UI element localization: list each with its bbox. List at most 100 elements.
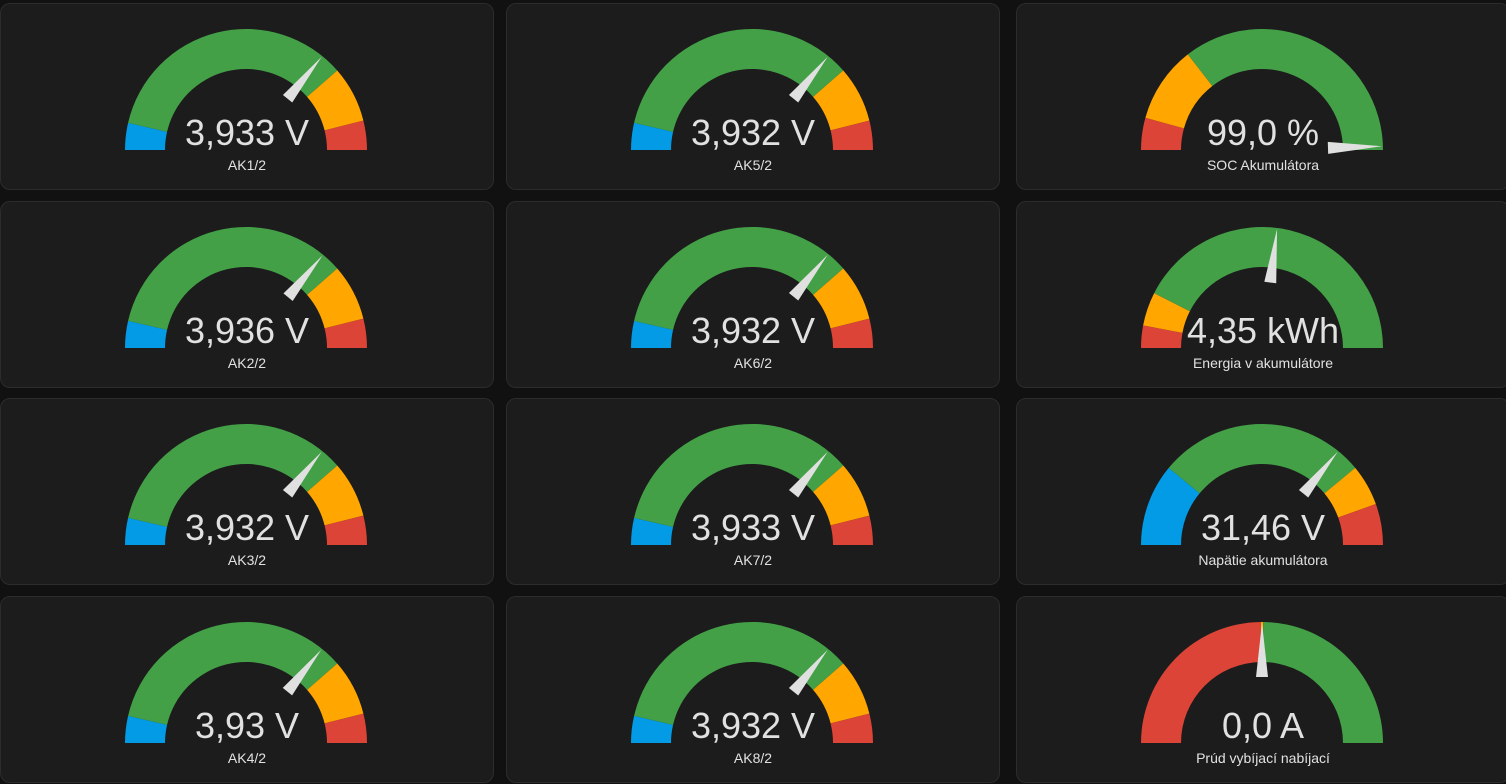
gauge-name: Napätie akumulátora	[1198, 552, 1328, 568]
gauge-segment-orange	[1324, 467, 1376, 518]
gauge-card[interactable]: 0,0 A Prúd vybíjací nabíjací	[1016, 596, 1506, 783]
gauge-segment-green	[1168, 424, 1356, 494]
gauge-dial	[1141, 29, 1383, 154]
gauge-name: AK7/2	[733, 552, 773, 568]
gauge-segment-red	[324, 713, 367, 743]
gauge-card[interactable]: 3,932 V AK6/2	[506, 201, 1000, 388]
gauge-segment-orange	[307, 268, 364, 329]
gauge-needle	[282, 451, 322, 498]
gauge-segment-blue	[631, 122, 674, 150]
gauge-value: 3,932 V	[690, 310, 816, 351]
gauge-name: AK8/2	[733, 750, 773, 766]
gauge-needle	[1298, 451, 1338, 498]
gauge-card[interactable]: 3,932 V AK5/2	[506, 3, 1000, 190]
gauge-name: Prúd vybíjací nabíjací	[1196, 750, 1330, 766]
gauge-value: 3,933 V	[690, 507, 816, 548]
gauge-needle	[283, 255, 323, 301]
gauge-segment-orange	[307, 70, 364, 131]
gauge-segment-green	[128, 226, 338, 330]
gauge-value: 31,46 V	[1200, 507, 1326, 548]
gauge-segment-orange	[307, 465, 364, 526]
gauge-segment-green	[128, 28, 338, 132]
gauge-card[interactable]: 3,936 V AK2/2	[0, 201, 494, 388]
gauge-segment-green	[128, 424, 338, 527]
gauge-dial	[631, 622, 873, 743]
gauge-needle	[788, 254, 828, 301]
gauge-value: 3,936 V	[184, 310, 310, 351]
gauge-segment-green	[128, 622, 338, 725]
gauge-segment-red	[1141, 117, 1184, 150]
gauge-segment-blue	[1141, 467, 1200, 545]
gauge-segment-green	[634, 28, 844, 132]
gauge-segment-blue	[125, 122, 168, 150]
gauge-segment-blue	[125, 715, 168, 743]
gauge-segment-red	[830, 515, 873, 545]
gauge-card[interactable]: 3,933 V AK1/2	[0, 3, 494, 190]
gauge-value: 99,0 %	[1206, 112, 1320, 153]
gauge-dial	[125, 622, 367, 743]
gauge-dial	[631, 424, 873, 545]
gauge-value: 0,0 A	[1221, 705, 1305, 746]
gauge-segment-orange	[813, 268, 870, 329]
gauge-value: 4,35 kWh	[1186, 310, 1340, 351]
gauge-name: Energia v akumulátore	[1192, 355, 1334, 371]
gauge-card[interactable]: 3,93 V AK4/2	[0, 596, 494, 783]
gauge-dial	[125, 424, 367, 545]
gauge-segment-red	[830, 713, 873, 743]
gauge-card[interactable]: 99,0 % SOC Akumulátora	[1016, 3, 1506, 190]
gauge-needle	[1264, 228, 1278, 284]
gauge-card[interactable]: 31,46 V Napätie akumulátora	[1016, 398, 1506, 585]
gauge-segment-orange	[813, 465, 870, 526]
gauge-segment-orange	[813, 663, 870, 724]
gauge-segment-red	[324, 515, 367, 545]
gauge-needle	[788, 649, 828, 696]
gauge-segment-blue	[631, 517, 674, 545]
gauge-dial	[1141, 227, 1383, 348]
gauge-segment-green	[634, 424, 844, 527]
gauge-needle	[788, 56, 828, 103]
gauge-card[interactable]: 4,35 kWh Energia v akumulátore	[1016, 201, 1506, 388]
gauge-card[interactable]: 3,932 V AK8/2	[506, 596, 1000, 783]
gauge-segment-red	[830, 318, 873, 348]
gauge-segment-blue	[125, 517, 168, 545]
gauge-card[interactable]: 3,932 V AK3/2	[0, 398, 494, 585]
gauge-value: 3,93 V	[194, 705, 300, 746]
gauge-segment-green	[634, 622, 844, 725]
gauge-card[interactable]: 3,933 V AK7/2	[506, 398, 1000, 585]
gauge-dial	[125, 226, 367, 348]
gauge-segment-red	[324, 318, 367, 348]
gauge-dial	[631, 226, 873, 348]
gauge-value: 3,932 V	[690, 705, 816, 746]
gauge-name: AK2/2	[227, 355, 267, 371]
gauge-dial	[1141, 424, 1383, 545]
gauge-needle	[282, 56, 322, 103]
gauge-segment-green	[1187, 29, 1383, 151]
gauge-segment-red	[324, 120, 367, 150]
gauge-name: SOC Akumulátora	[1206, 157, 1320, 173]
gauge-segment-blue	[631, 320, 674, 348]
gauge-value: 3,932 V	[184, 507, 310, 548]
gauge-name: AK6/2	[733, 355, 773, 371]
gauge-segment-green	[1262, 622, 1383, 743]
gauge-segment-orange	[307, 663, 364, 724]
gauge-segment-orange	[813, 70, 870, 131]
gauge-needle	[788, 451, 828, 498]
gauge-dial	[1141, 622, 1383, 743]
gauge-name: AK3/2	[227, 552, 267, 568]
gauge-segment-red	[1141, 622, 1262, 743]
gauge-segment-red	[1141, 325, 1183, 348]
gauge-segment-green	[634, 226, 844, 330]
gauge-needle	[282, 649, 322, 696]
gauge-dial	[631, 28, 873, 150]
gauge-segment-blue	[125, 320, 168, 348]
gauge-name: AK1/2	[227, 157, 267, 173]
gauge-needle	[1327, 141, 1382, 154]
gauge-segment-orange	[1143, 293, 1190, 333]
gauge-name: AK4/2	[227, 750, 267, 766]
gauge-value: 3,933 V	[184, 112, 310, 153]
gauge-dial	[125, 28, 367, 150]
gauge-segment-red	[1338, 504, 1383, 545]
gauge-segment-blue	[631, 715, 674, 743]
gauge-segment-orange	[1145, 54, 1213, 129]
gauge-needle	[1256, 623, 1268, 677]
